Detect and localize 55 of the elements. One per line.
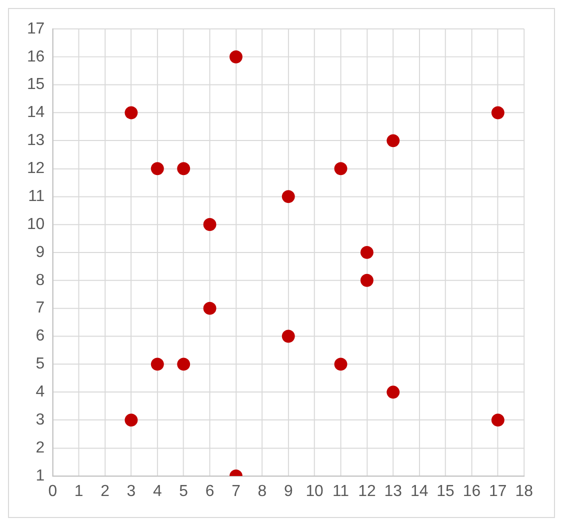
x-tick-label: 11: [332, 482, 350, 500]
y-tick-label: 6: [36, 328, 45, 345]
x-tick-label: 7: [232, 482, 241, 500]
point: [282, 330, 295, 343]
x-tick-label: 9: [284, 482, 293, 500]
x-tick-label: 8: [258, 482, 267, 500]
y-tick-label: 10: [26, 216, 45, 233]
y-tick-label: 4: [36, 384, 45, 401]
x-tick-label: 3: [126, 482, 136, 500]
x-tick-label: 18: [515, 482, 534, 500]
x-tick-label: 17: [489, 482, 507, 500]
x-tick-label: 16: [462, 482, 481, 500]
x-tick-label: 13: [384, 482, 402, 500]
point: [177, 358, 190, 371]
x-tick-label: 4: [152, 482, 162, 500]
point: [386, 134, 400, 148]
x-tick-label: 1: [74, 482, 84, 500]
y-tick-label: 1: [36, 467, 45, 484]
y-tick-label: 7: [36, 300, 45, 317]
y-tick-label: 2: [36, 439, 45, 456]
x-tick-label: 10: [306, 482, 324, 500]
point: [203, 218, 216, 231]
point: [360, 246, 374, 259]
point: [491, 106, 504, 120]
y-tick-label: 12: [26, 160, 45, 178]
point: [334, 162, 348, 176]
point: [386, 386, 400, 399]
point: [124, 414, 138, 427]
point: [334, 358, 348, 371]
point: [491, 414, 504, 427]
x-tick-label: 2: [100, 482, 110, 500]
point: [150, 162, 164, 176]
x-tick-label: 0: [48, 482, 58, 500]
y-tick-label: 5: [36, 356, 45, 373]
x-tick-label: 6: [205, 482, 214, 500]
y-tick-label: 13: [26, 132, 45, 150]
point: [150, 358, 164, 371]
point: [282, 190, 295, 204]
x-tick-label: 5: [179, 482, 188, 500]
y-tick-label: 16: [26, 48, 45, 66]
point: [177, 162, 190, 176]
y-tick-label: 14: [26, 104, 45, 122]
y-tick-label: 3: [36, 411, 45, 428]
point: [360, 274, 374, 287]
y-tick-label: 11: [28, 188, 45, 205]
x-tick-label: 14: [410, 482, 428, 500]
point: [203, 302, 216, 315]
x-tick-label: 15: [436, 482, 455, 500]
y-tick-label: 17: [26, 20, 45, 38]
y-tick-label: 9: [36, 244, 45, 261]
y-tick-label: 15: [26, 76, 45, 94]
point: [124, 106, 138, 120]
x-tick-label: 12: [358, 482, 376, 500]
point: [230, 50, 242, 64]
y-tick-label: 8: [36, 272, 45, 289]
